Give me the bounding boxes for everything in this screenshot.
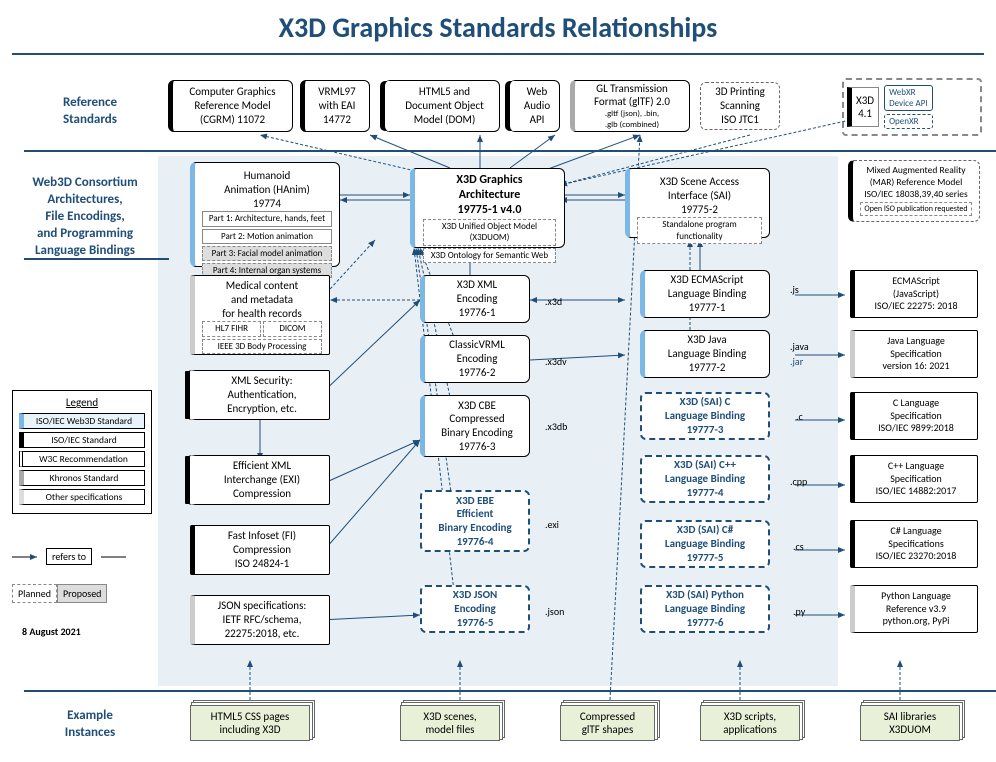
- ext-x3dv: .x3dv: [545, 355, 567, 368]
- ext-java: .java: [790, 340, 809, 353]
- legend-i5: Other specifications: [19, 489, 145, 505]
- node-webaudio: Web Audio API: [510, 80, 560, 132]
- legend-planned-row: Planned Proposed: [12, 584, 107, 603]
- ext-py: .py: [793, 605, 805, 618]
- node-sai: X3D Scene Access Interface (SAI) 19775-2…: [625, 168, 770, 238]
- gltf-sub: .gltf (json), .bin, .glb (combined): [605, 109, 659, 130]
- node-html5: HTML5 and Document Object Model (DOM): [385, 80, 500, 132]
- node-bind-java: X3D Java Language Binding 19777-2: [640, 330, 770, 378]
- med-s3: IEEE 3D Body Processing: [202, 339, 322, 354]
- pill-webxr: WebXR Device API: [884, 85, 933, 111]
- node-bind-cpp: X3D (SAI) C++ Language Binding 19777-4: [640, 455, 770, 503]
- label-examples: Example Instances: [35, 708, 145, 742]
- node-exi: Efficient XML Interchange (EXI) Compress…: [190, 455, 330, 505]
- x3darch-title: X3D Graphics Architecture 19775-1 v4.0: [456, 173, 522, 218]
- x3d41: X3D 4.1: [847, 87, 879, 127]
- node-cgrm: Computer Graphics Reference Model (CGRM)…: [168, 80, 293, 132]
- date: 8 August 2021: [22, 625, 81, 638]
- divider-bottom: [24, 690, 996, 692]
- node-bind-c: X3D (SAI) C Language Binding 19777-3: [640, 392, 770, 440]
- node-enc-xml: X3D XML Encoding 19776-1: [420, 275, 530, 323]
- legend-i2: ISO/IEC Standard: [19, 432, 145, 448]
- node-bind-ecma: X3D ECMAScript Language Binding 19777-1: [640, 270, 770, 318]
- ex-scripts: X3D scripts, applications: [700, 705, 800, 741]
- legend-refers: refers to: [12, 548, 126, 565]
- legend-i3: W3C Recommendation: [19, 451, 145, 467]
- ext-cs: .cs: [793, 540, 804, 553]
- divider-top: [12, 53, 984, 55]
- node-fi: Fast Infoset (FI) Compression ISO 24824-…: [190, 525, 330, 575]
- hanim-title: Humanoid Animation (HAnim) 19774: [224, 169, 310, 210]
- x3dont: X3D Ontology for Semantic Web: [423, 248, 557, 263]
- refers-label: refers to: [46, 548, 92, 565]
- node-x3darch: X3D Graphics Architecture 19775-1 v4.0 X…: [410, 168, 565, 248]
- label-web3d: Web3D Consortium Architectures, File Enc…: [10, 175, 160, 259]
- node-medical: Medical content and metadata for health …: [190, 275, 330, 355]
- node-spec-py: Python Language Reference v3.9 python.or…: [850, 585, 978, 633]
- mar-title: Mixed Augmented Reality (MAR) Reference …: [864, 165, 967, 201]
- node-bind-py: X3D (SAI) Python Language Binding 19777-…: [640, 585, 770, 633]
- node-enc-cvrml: ClassicVRML Encoding 19776-2: [420, 335, 530, 383]
- ext-c: .c: [796, 410, 803, 423]
- ext-js: .js: [790, 283, 799, 296]
- legend-proposed: Proposed: [57, 584, 107, 603]
- ext-cpp: .cpp: [790, 475, 807, 488]
- gltf-title: GL Transmission Format (glTF) 2.0: [594, 82, 670, 110]
- legend: Legend ISO/IEC Web3D Standard ISO/IEC St…: [12, 390, 152, 514]
- med-s1: HL7 FIHR: [202, 321, 261, 336]
- node-3dprint: 3D Printing Scanning ISO JTC1: [700, 82, 780, 130]
- ext-exi: .exi: [545, 518, 559, 531]
- node-hanim: Humanoid Animation (HAnim) 19774 Part 1:…: [190, 162, 340, 267]
- node-enc-ebe: X3D EBE Efficient Binary Encoding 19776-…: [420, 490, 530, 552]
- sai-sub: Standalone program functionality: [637, 217, 761, 244]
- node-spec-ecma: ECMAScript (JavaScript) ISO/IEC 22275: 2…: [850, 270, 978, 318]
- ext-x3db: .x3db: [545, 420, 567, 433]
- node-enc-cbe: X3D CBE Compressed Binary Encoding 19776…: [420, 395, 530, 457]
- x3duom: X3D Unified Object Model (X3DUOM): [423, 219, 557, 246]
- label-reference: Reference Standards: [30, 95, 150, 129]
- ext-jar: .jar: [790, 355, 803, 368]
- node-gltf: GL Transmission Format (glTF) 2.0 .gltf …: [570, 80, 690, 132]
- node-xmlsec: XML Security: Authentication, Encryption…: [190, 370, 330, 420]
- hanim-p1: Part 1: Architecture, hands, feet: [202, 211, 331, 226]
- hanim-p3: Part 3: Facial model animation: [202, 246, 331, 261]
- ex-sai: SAI libraries X3DUOM: [860, 705, 960, 741]
- legend-planned: Planned: [12, 584, 57, 603]
- node-jsonspec: JSON specifications: IETF RFC/schema, 22…: [190, 595, 330, 645]
- node-spec-cpp: C++ Language Specification ISO/IEC 14882…: [850, 455, 978, 503]
- divider-1: [24, 150, 996, 152]
- sai-title: X3D Scene Access Interface (SAI) 19775-2: [660, 175, 739, 216]
- legend-title: Legend: [19, 396, 145, 409]
- ext-x3d: .x3d: [545, 295, 562, 308]
- node-x3d41-group: X3D 4.1 WebXR Device API OpenXR: [842, 78, 982, 136]
- divider-2: [24, 258, 169, 260]
- medical-title: Medical content and metadata for health …: [222, 279, 302, 320]
- node-bind-cs: X3D (SAI) C# Language Binding 19777-5: [640, 520, 770, 568]
- node-spec-java: Java Language Specification version 16: …: [850, 330, 978, 378]
- node-mar: Mixed Augmented Reality (MAR) Reference …: [848, 160, 980, 222]
- pill-openxr: OpenXR: [884, 114, 933, 129]
- hanim-p2: Part 2: Motion animation: [202, 229, 331, 244]
- page-title: X3D Graphics Standards Relationships: [0, 0, 996, 53]
- node-spec-c: C Language Specification ISO/IEC 9899:20…: [850, 392, 978, 440]
- legend-i4: Khronos Standard: [19, 470, 145, 486]
- node-spec-cs: C# Language Specifications ISO/IEC 23270…: [850, 520, 978, 568]
- node-enc-json: X3D JSON Encoding 19776-5: [420, 585, 530, 633]
- mar-sub: Open ISO publication requested: [860, 202, 972, 216]
- node-vrml: VRML97 with EAI 14772: [300, 80, 370, 132]
- ex-gltf: Compressed glTF shapes: [560, 705, 655, 741]
- legend-i1: ISO/IEC Web3D Standard: [19, 413, 145, 429]
- ex-html: HTML5 CSS pages including X3D: [190, 705, 310, 741]
- ex-scenes: X3D scenes, model files: [400, 705, 500, 741]
- med-s2: DICOM: [263, 321, 322, 336]
- ext-json: .json: [545, 605, 564, 618]
